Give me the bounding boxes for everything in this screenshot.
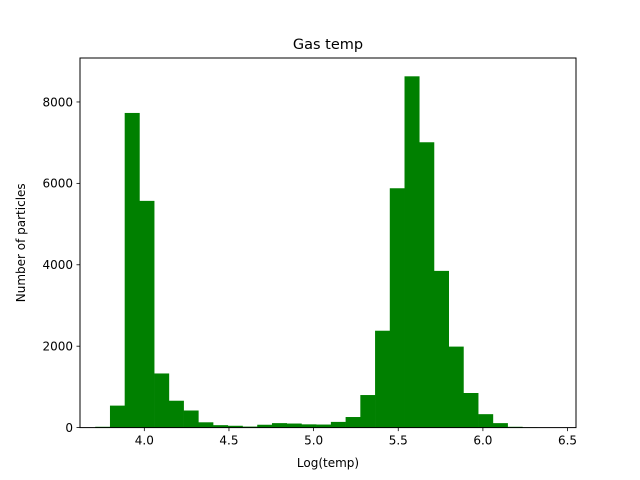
histogram-bar [492,423,508,428]
histogram-bar [109,405,125,428]
histogram-bar [301,424,317,428]
histogram-bar [213,425,229,428]
histogram-bar [448,346,464,428]
y-axis: 0 2000 4000 6000 8000 [42,95,80,435]
histogram-bar [419,142,435,428]
y-tick-label: 2000 [42,339,73,353]
chart-title: Gas temp [293,37,363,53]
histogram-bar [375,330,391,428]
histogram-bar [257,424,273,428]
y-tick-label: 0 [65,421,73,435]
histogram-bar [316,424,332,428]
x-tick-label: 4.0 [135,434,154,448]
histogram-bar [183,410,199,428]
histogram-bar [360,395,376,428]
histogram-bar [286,423,302,428]
x-tick-label: 6.5 [558,434,577,448]
x-tick-label: 4.5 [219,434,238,448]
y-axis-label: Number of particles [14,183,28,302]
histogram-bar [168,400,184,428]
x-tick-label: 5.5 [389,434,408,448]
histogram-bar [433,270,449,428]
x-tick-label: 6.0 [473,434,492,448]
histogram-bar [389,188,405,428]
histogram-bar [404,76,420,428]
histogram-bar [139,200,155,428]
histogram-bar [242,426,258,428]
x-axis-label: Log(temp) [297,456,359,470]
y-tick-label: 6000 [42,177,73,191]
x-axis: 4.0 4.5 5.0 5.5 6.0 6.5 [135,427,577,448]
histogram-bar [154,373,170,428]
histogram-bar [463,393,479,428]
x-tick-label: 5.0 [304,434,323,448]
histogram-bar [227,425,243,428]
histogram-bar [345,417,361,428]
bars-group [95,76,553,428]
histogram-bar [478,414,494,428]
histogram-bar [124,112,140,428]
y-tick-label: 8000 [42,95,73,109]
histogram-bar [198,422,214,428]
y-tick-label: 4000 [42,258,73,272]
plot-frame [79,57,577,429]
histogram-bar [330,421,346,428]
histogram-bar [271,423,287,428]
